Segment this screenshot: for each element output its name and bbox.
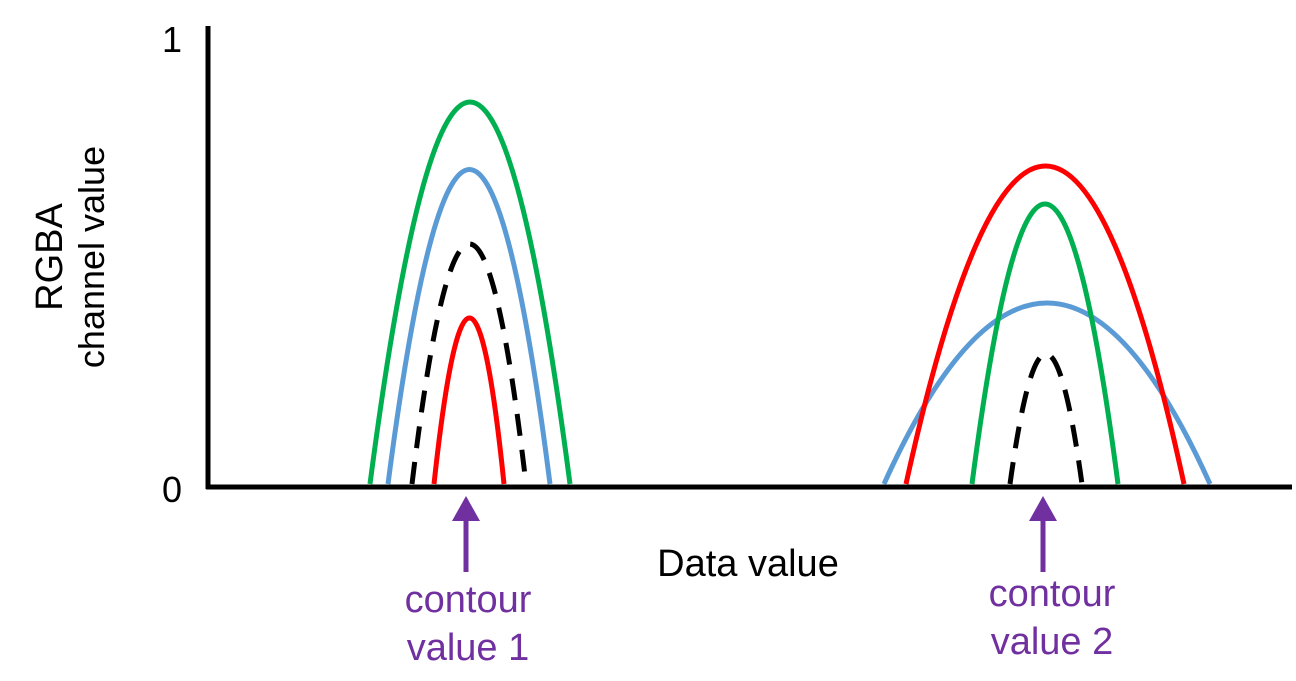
y-min-label: 0 [162,469,182,510]
contour-2-alpha-curve [1007,351,1085,485]
contour-2-label-line2: value 2 [991,621,1114,663]
contour-1-marker [452,496,480,572]
contour-2-arrowhead-icon [1029,496,1057,521]
contour-1-green-curve [367,99,573,485]
contour-2-red-curve [903,163,1187,485]
contour-1-label-line1: contour [405,579,532,621]
contour-2-marker [1029,496,1057,572]
contour-2-label-line1: contour [989,573,1116,615]
y-axis-title-line1: RGBA [29,203,71,311]
contour-2-green-curve [969,201,1121,485]
contour-1-arrowhead-icon [452,496,480,521]
x-axis-title: Data value [657,543,839,585]
contour-1-blue-curve [385,167,553,485]
contour-1-alpha-curve [409,241,529,485]
y-axis-title-line2: channel value [71,146,112,368]
y-axis-title: RGBA channel value [29,146,112,368]
contour-1-red-curve [431,315,507,485]
contour-1-curves [367,99,573,485]
contour-2-curves [881,163,1213,486]
y-max-label: 1 [162,19,182,60]
contour-1-label-line2: value 1 [407,627,530,669]
